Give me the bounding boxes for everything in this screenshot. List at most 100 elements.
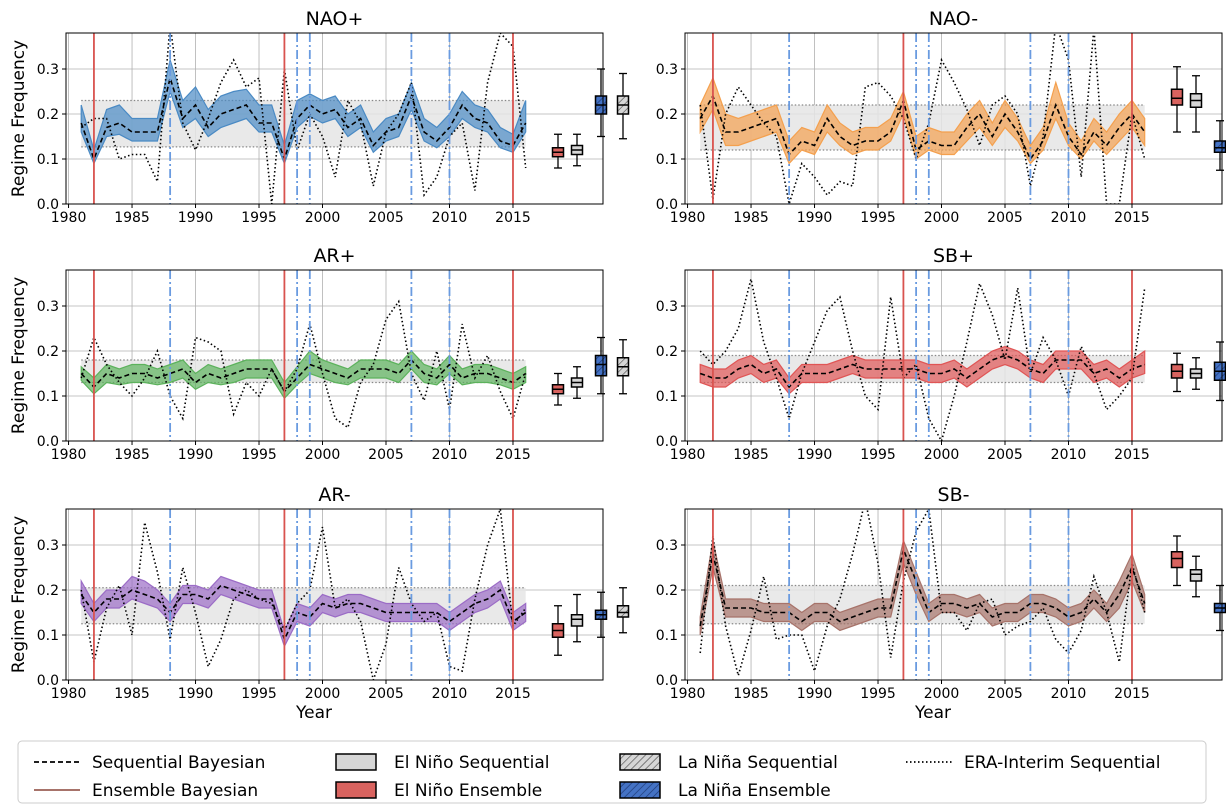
- y-tick-label: 0.3: [656, 538, 678, 554]
- boxplot-la-nina-ensemble: [594, 336, 608, 395]
- sequential-line: [699, 94, 1146, 161]
- y-tick-label: 0.0: [656, 434, 678, 450]
- x-tick-label: 2010: [432, 447, 468, 463]
- y-tick-label: 0.3: [37, 62, 59, 78]
- era-interim-line: [80, 33, 527, 204]
- panel-title: NAO+: [306, 8, 364, 30]
- sequential-line: [80, 584, 527, 642]
- boxplot-la-nina-ensemble: [594, 591, 608, 638]
- boxplot-el-nino-ensemble: [551, 133, 565, 169]
- legend: Sequential Bayesian Ensemble Bayesian El N…: [17, 740, 1207, 804]
- legend-item-seq: Sequential Bayesian: [34, 753, 265, 773]
- x-tick-label: 1985: [733, 447, 769, 463]
- legend-label: La Niña Ensemble: [678, 781, 831, 801]
- ensemble-band: [80, 57, 527, 166]
- x-tick-label: 1995: [241, 447, 277, 463]
- legend-label: Ensemble Bayesian: [92, 781, 258, 801]
- y-tick-label: 0.1: [656, 389, 678, 405]
- boxplot-el-nino-sequential: [1189, 555, 1203, 598]
- x-tick-label: 2010: [1051, 447, 1087, 463]
- y-tick-label: 0.1: [656, 152, 678, 168]
- x-tick-label: 1985: [733, 210, 769, 226]
- legend-item-era: ERA-Interim Sequential: [906, 753, 1160, 773]
- x-tick-label: 2005: [368, 210, 404, 226]
- panel-title: NAO-: [929, 8, 978, 30]
- x-tick-label: 1985: [114, 447, 150, 463]
- y-tick-label: 0.2: [37, 107, 59, 123]
- y-tick-label: 0.1: [37, 152, 59, 168]
- x-tick-label: 2005: [987, 210, 1023, 226]
- x-tick-label: 1995: [241, 210, 277, 226]
- era-interim-line: [699, 278, 1146, 441]
- x-tick-label: 2000: [305, 686, 341, 702]
- boxplot-el-nino-ensemble: [1170, 352, 1184, 393]
- y-tick-label: 0.0: [656, 197, 678, 213]
- legend-frame: [17, 740, 1207, 804]
- panel-5: SB- 1980 1985 1990 1995 2000 2005 2010 2015 0.0 0.…: [656, 484, 1226, 723]
- axes-frame: [65, 269, 604, 442]
- x-tick-label: 2015: [1114, 210, 1150, 226]
- x-tick-label: 1980: [51, 210, 87, 226]
- x-tick-label: 1990: [797, 686, 833, 702]
- x-tick-label: 2000: [924, 447, 960, 463]
- y-tick-label: 0.0: [37, 434, 59, 450]
- boxplot-el-nino-ensemble: [1170, 66, 1184, 133]
- boxplot-el-nino-sequential: [570, 366, 584, 399]
- y-tick-label: 0.3: [656, 299, 678, 315]
- y-tick-label: 0.3: [37, 538, 59, 554]
- panel-3: SB+ 1980 1985 1990 1995 2000 2005 2010 2015 0.0 0.…: [656, 245, 1226, 463]
- y-tick-label: 0.2: [37, 344, 59, 360]
- x-tick-label: 1995: [241, 686, 277, 702]
- legend-label: ERA-Interim Sequential: [964, 753, 1160, 773]
- x-tick-label: 1980: [670, 686, 706, 702]
- era-interim-line: [699, 509, 1146, 679]
- panel-title: AR-: [318, 484, 350, 506]
- boxplot-el-nino-sequential: [1189, 75, 1203, 133]
- panel-4: AR- 1980 1985 1990 1995 2000 2005 2010 2015 0.0 0.…: [9, 484, 630, 723]
- x-tick-label: 2015: [495, 686, 531, 702]
- panel-title: SB-: [938, 484, 970, 506]
- sequential-line: [699, 354, 1145, 389]
- x-tick-label: 2005: [987, 686, 1023, 702]
- x-tick-label: 1990: [797, 447, 833, 463]
- sequential-line: [699, 546, 1146, 627]
- ensemble-band: [699, 538, 1146, 636]
- ensemble-band: [80, 350, 527, 400]
- legend-label: La Niña Sequential: [678, 753, 838, 773]
- x-tick-label: 1995: [860, 686, 896, 702]
- boxplot-la-nina-sequential: [616, 339, 630, 395]
- y-axis-label: Regime Frequency: [9, 40, 29, 197]
- y-tick-label: 0.0: [37, 197, 59, 213]
- x-tick-label: 2010: [432, 686, 468, 702]
- boxplot-la-nina-ensemble: [1213, 341, 1226, 402]
- boxplot-la-nina-ensemble: [1213, 584, 1226, 632]
- ensemble-band: [699, 76, 1146, 165]
- y-tick-label: 0.1: [37, 628, 59, 644]
- x-tick-label: 1980: [670, 447, 706, 463]
- x-tick-label: 2000: [924, 210, 960, 226]
- x-tick-label: 1990: [797, 210, 833, 226]
- boxplot-el-nino-sequential: [1189, 357, 1203, 390]
- x-tick-label: 2005: [987, 447, 1023, 463]
- boxplot-el-nino-ensemble: [551, 605, 565, 656]
- panel-2: AR+ 1980 1985 1990 1995 2000 2005 2010 2015 0.0 0.…: [9, 245, 630, 463]
- boxplot-el-nino-sequential: [570, 133, 584, 167]
- x-axis-label: Year: [295, 703, 332, 723]
- x-tick-label: 1980: [51, 686, 87, 702]
- legend-item-lan-ens-box: La Niña Ensemble: [619, 781, 831, 801]
- x-tick-label: 2000: [305, 210, 341, 226]
- axes-frame: [684, 269, 1223, 442]
- panel-title: AR+: [313, 245, 355, 267]
- era-interim-line: [699, 33, 1146, 204]
- x-tick-label: 2010: [432, 210, 468, 226]
- y-tick-label: 0.3: [37, 299, 59, 315]
- x-tick-label: 2000: [305, 447, 341, 463]
- x-tick-label: 2010: [1051, 210, 1087, 226]
- y-tick-label: 0.1: [656, 628, 678, 644]
- boxplot-la-nina-sequential: [616, 587, 630, 634]
- y-tick-label: 0.2: [656, 107, 678, 123]
- legend-item-ens: Ensemble Bayesian: [34, 781, 258, 801]
- y-tick-label: 0.2: [656, 344, 678, 360]
- legend-label: Sequential Bayesian: [92, 753, 265, 773]
